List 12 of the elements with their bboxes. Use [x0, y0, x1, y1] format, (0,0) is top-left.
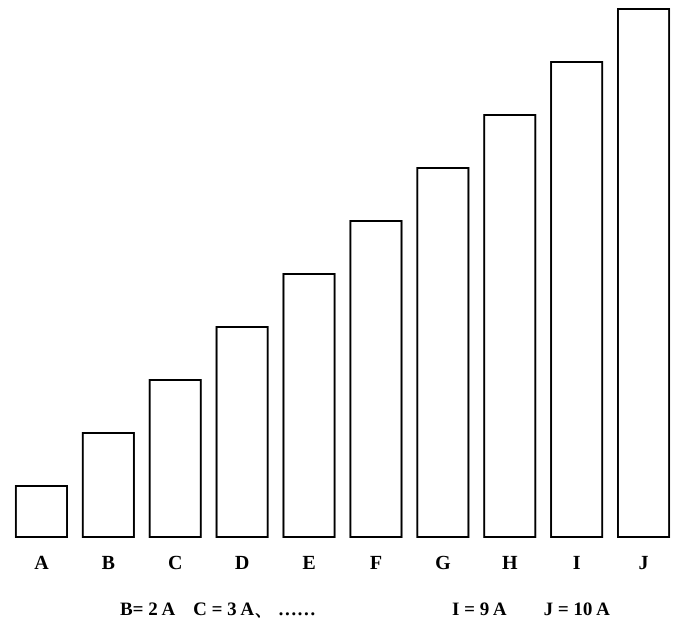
text: I = 9 A J = 10 A: [452, 598, 610, 622]
x-tick-label: A: [34, 552, 50, 574]
x-tick-label: C: [168, 552, 182, 574]
x-tick-label: G: [435, 552, 452, 574]
x-tick-label: E: [302, 552, 316, 574]
x-tick-label: F: [370, 552, 382, 574]
x-tick-label: B: [102, 552, 116, 574]
x-tick-label: J: [638, 552, 649, 574]
text: B= 2 A C = 3 A、 ……: [120, 598, 316, 622]
x-tick-label: D: [234, 552, 250, 574]
x-tick-label: I: [572, 552, 581, 574]
x-tick-label: H: [502, 552, 518, 574]
